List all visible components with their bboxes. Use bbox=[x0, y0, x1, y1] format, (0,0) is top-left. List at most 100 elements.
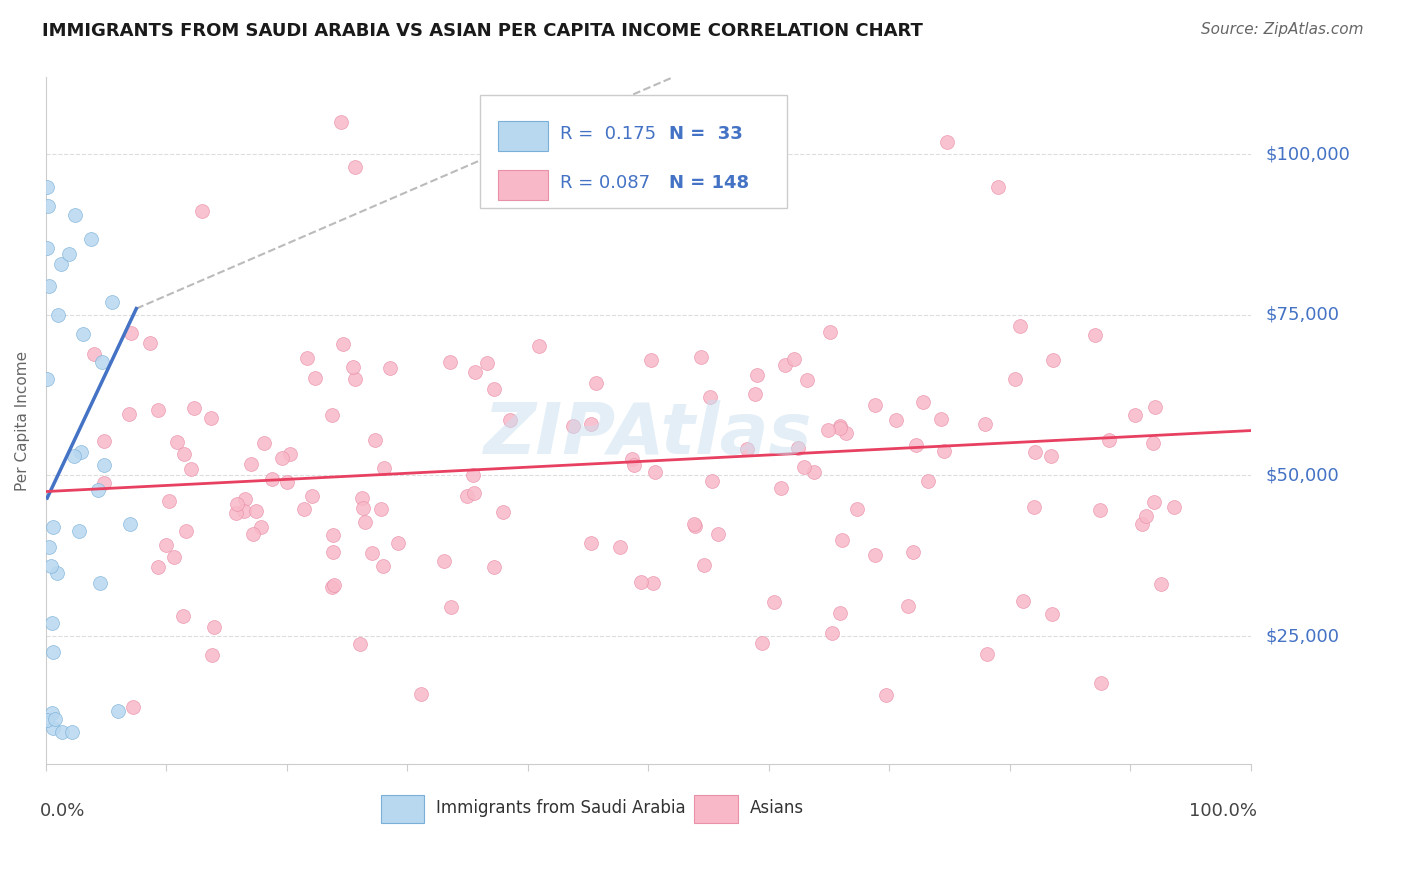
Point bbox=[343, 372, 366, 386]
Point bbox=[828, 420, 851, 434]
Point bbox=[387, 536, 409, 550]
Point bbox=[83, 347, 105, 361]
Point bbox=[41, 645, 63, 659]
Point bbox=[689, 351, 711, 365]
Point bbox=[796, 373, 818, 387]
Point bbox=[1149, 577, 1171, 591]
Point bbox=[905, 438, 928, 452]
Point bbox=[343, 161, 366, 175]
Point bbox=[235, 492, 257, 507]
Point bbox=[976, 647, 998, 661]
Point bbox=[301, 489, 323, 503]
Point bbox=[1039, 449, 1062, 463]
Point bbox=[146, 560, 169, 574]
Point bbox=[155, 538, 177, 552]
Point bbox=[35, 241, 58, 255]
Text: IMMIGRANTS FROM SAUDI ARABIA VS ASIAN PER CAPITA INCOME CORRELATION CHART: IMMIGRANTS FROM SAUDI ARABIA VS ASIAN PE… bbox=[42, 22, 924, 40]
Point bbox=[354, 516, 377, 530]
Point bbox=[682, 517, 704, 532]
Point bbox=[371, 558, 394, 573]
Point bbox=[69, 445, 91, 459]
Point bbox=[464, 365, 486, 379]
Point bbox=[37, 199, 59, 213]
Point bbox=[1142, 436, 1164, 450]
Point bbox=[249, 520, 271, 534]
Point bbox=[1098, 434, 1121, 448]
Point bbox=[118, 517, 141, 532]
FancyBboxPatch shape bbox=[695, 795, 738, 823]
Point bbox=[1143, 494, 1166, 508]
Point bbox=[917, 474, 939, 488]
Point bbox=[912, 395, 935, 409]
Point bbox=[484, 382, 506, 396]
Point bbox=[685, 518, 707, 533]
Point bbox=[817, 423, 839, 437]
Point bbox=[90, 354, 112, 368]
Point bbox=[744, 387, 766, 401]
Point bbox=[1123, 408, 1146, 422]
Point bbox=[820, 326, 842, 340]
Point bbox=[828, 419, 851, 434]
Point bbox=[321, 581, 343, 595]
Point bbox=[373, 461, 395, 475]
Point bbox=[191, 204, 214, 219]
Point bbox=[707, 527, 730, 541]
Text: R = 0.087: R = 0.087 bbox=[561, 174, 651, 192]
Point bbox=[63, 208, 86, 222]
Point bbox=[93, 434, 115, 449]
Point bbox=[370, 502, 392, 516]
Point bbox=[202, 620, 225, 634]
Point bbox=[360, 546, 382, 560]
Point bbox=[974, 417, 997, 431]
Point bbox=[45, 566, 67, 580]
Point bbox=[1090, 503, 1112, 517]
Point bbox=[439, 355, 461, 369]
Point bbox=[332, 336, 354, 351]
Point bbox=[935, 135, 957, 149]
Point bbox=[934, 443, 956, 458]
Text: $25,000: $25,000 bbox=[1265, 627, 1340, 645]
FancyBboxPatch shape bbox=[498, 170, 548, 200]
Point bbox=[378, 360, 401, 375]
Point bbox=[42, 721, 65, 735]
Point bbox=[304, 371, 326, 385]
Point bbox=[41, 520, 63, 534]
Point bbox=[51, 725, 73, 739]
Point bbox=[433, 554, 456, 568]
Point bbox=[260, 472, 283, 486]
Point bbox=[101, 295, 124, 310]
Point bbox=[1010, 318, 1032, 333]
Point bbox=[770, 481, 793, 495]
Point bbox=[118, 407, 141, 421]
Y-axis label: Per Capita Income: Per Capita Income bbox=[15, 351, 30, 491]
Point bbox=[751, 636, 773, 650]
Point bbox=[67, 524, 90, 539]
Point bbox=[322, 528, 344, 542]
Point bbox=[929, 412, 952, 426]
Point bbox=[93, 458, 115, 473]
Point bbox=[1012, 594, 1035, 608]
Point bbox=[1024, 445, 1046, 459]
Point bbox=[80, 232, 103, 246]
Point bbox=[364, 434, 387, 448]
Point bbox=[1042, 352, 1064, 367]
Point bbox=[461, 467, 484, 482]
Point bbox=[745, 368, 768, 383]
Point bbox=[581, 417, 603, 431]
Point bbox=[93, 476, 115, 491]
Point bbox=[735, 442, 758, 456]
Point bbox=[292, 501, 315, 516]
Point bbox=[225, 506, 247, 520]
Point bbox=[609, 540, 631, 554]
Text: N = 148: N = 148 bbox=[669, 174, 749, 192]
Point bbox=[863, 398, 886, 412]
FancyBboxPatch shape bbox=[479, 95, 787, 208]
Text: Source: ZipAtlas.com: Source: ZipAtlas.com bbox=[1201, 22, 1364, 37]
Text: $75,000: $75,000 bbox=[1265, 306, 1340, 324]
Point bbox=[41, 706, 63, 720]
Point bbox=[276, 475, 298, 490]
Point bbox=[139, 336, 162, 351]
Point bbox=[901, 545, 924, 559]
Point bbox=[623, 458, 645, 473]
Point bbox=[173, 447, 195, 461]
